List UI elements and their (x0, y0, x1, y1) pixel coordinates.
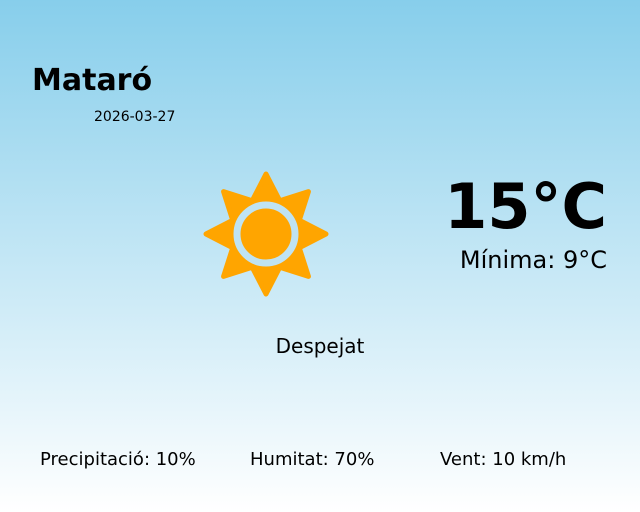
sun-icon (203, 171, 329, 297)
condition-text: Despejat (275, 334, 365, 358)
precipitation-stat: Precipitació: 10% (40, 449, 196, 470)
current-temperature: 15°C (444, 170, 607, 243)
sun-ring (233, 201, 299, 267)
city-name: Mataró (32, 63, 153, 98)
minimum-temperature: Mínima: 9°C (459, 246, 607, 274)
forecast-date: 2026-03-27 (94, 109, 176, 125)
humidity-stat: Humitat: 70% (250, 449, 375, 470)
wind-stat: Vent: 10 km/h (440, 449, 567, 470)
